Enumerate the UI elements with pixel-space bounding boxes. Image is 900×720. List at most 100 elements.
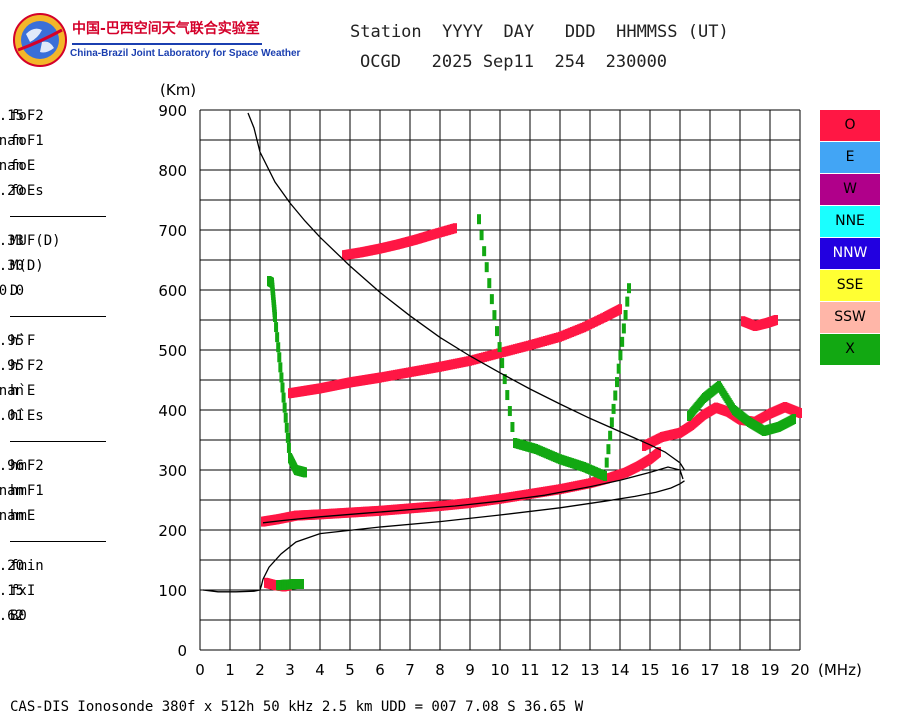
echo-mark-o xyxy=(485,351,490,362)
param-value: 3.20 xyxy=(0,183,24,199)
echo-mark-o xyxy=(410,366,415,377)
echo-mark-o xyxy=(470,355,475,366)
echo-mark-o xyxy=(360,506,365,517)
echo-mark-o xyxy=(478,496,483,507)
x-tick-label: 20 xyxy=(790,661,809,679)
echo-mark-o xyxy=(401,503,406,514)
echo-mark-x xyxy=(510,422,515,433)
echo-mark-x xyxy=(277,352,282,363)
echo-mark-o xyxy=(395,504,400,515)
echo-mark-o xyxy=(416,365,421,376)
echo-mark-o xyxy=(438,501,442,511)
param-value: 2.20 xyxy=(0,558,24,574)
echo-mark-x xyxy=(495,326,499,337)
echo-mark-o xyxy=(410,503,415,514)
echo-mark-o xyxy=(476,353,481,364)
echo-mark-o xyxy=(326,508,331,519)
param-value: nan xyxy=(0,508,24,524)
echo-mark-o xyxy=(318,509,322,520)
echo-mark-o xyxy=(500,347,505,358)
echo-mark-o xyxy=(448,499,453,510)
echo-mark-o xyxy=(508,492,513,503)
x-tick-label: 6 xyxy=(375,661,385,679)
echo-mark-o xyxy=(386,505,391,516)
echo-mark-o xyxy=(515,343,520,354)
echo-mark-x xyxy=(613,390,618,401)
echo-mark-o xyxy=(489,350,494,361)
param-name: hmF2 xyxy=(10,458,44,474)
echo-mark-o xyxy=(540,486,545,497)
x-tick-label: 8 xyxy=(435,661,445,679)
echo-mark-o xyxy=(468,355,472,366)
y-tick-label: 800 xyxy=(158,162,187,180)
echo-mark-o xyxy=(333,508,337,519)
echo-mark-o xyxy=(513,344,517,355)
echo-mark-o xyxy=(423,364,427,375)
echo-mark-o xyxy=(380,372,385,383)
echo-mark-o xyxy=(442,500,447,511)
echo-mark-o xyxy=(390,504,395,515)
echo-mark-o xyxy=(521,490,526,501)
echo-mark-o xyxy=(568,482,573,493)
param-name: foE xyxy=(10,158,36,174)
echo-mark-x xyxy=(484,262,489,273)
echo-mark-x xyxy=(479,230,484,241)
param-value: nan xyxy=(0,158,24,174)
echo-mark-o xyxy=(459,498,464,509)
echo-mark-o xyxy=(500,493,505,504)
ionogram-chart: 0 1 2 3 4 5 6 7 8 9 10 11 12 13 14 15 16 17 18 19 2001002003… xyxy=(158,81,861,679)
echo-mark-o xyxy=(517,342,522,353)
legend-item-x: X xyxy=(820,334,880,365)
x-tick-label: 3 xyxy=(285,661,295,679)
param-name: fmin xyxy=(10,558,44,574)
echo-mark-x xyxy=(303,467,307,478)
logo-divider xyxy=(72,43,262,45)
param-value: 53.33 xyxy=(0,233,24,249)
echo-mark-o xyxy=(343,507,348,518)
echo-mark-o xyxy=(453,223,457,234)
echo-mark-o xyxy=(549,334,554,345)
echo-mark-o xyxy=(564,482,569,493)
echo-mark-o xyxy=(339,508,344,519)
echo-mark-x xyxy=(500,358,505,369)
y-tick-label: 0 xyxy=(177,642,187,660)
param-separator xyxy=(10,216,106,217)
echo-mark-o xyxy=(498,493,502,504)
echo-mark-o xyxy=(480,496,485,507)
echo-mark-o xyxy=(618,304,622,315)
echo-mark-o xyxy=(519,490,524,501)
x-tick-label: 19 xyxy=(760,661,779,679)
echo-mark-o xyxy=(459,357,464,368)
echo-mark-o xyxy=(485,495,490,506)
param-name: foF1 xyxy=(10,133,44,149)
echo-mark-o xyxy=(324,509,329,520)
echo-mark-x xyxy=(606,444,611,455)
echo-mark-o xyxy=(534,338,539,349)
echo-mark-o xyxy=(356,507,361,518)
echo-mark-o xyxy=(521,341,526,352)
param-separator xyxy=(10,541,106,542)
echo-mark-o xyxy=(585,478,590,489)
param-value: 281.96 xyxy=(0,458,24,474)
legend-item-w: W xyxy=(820,174,880,205)
echo-mark-o xyxy=(412,366,417,377)
echo-mark-o xyxy=(433,362,438,373)
echo-mark-o xyxy=(465,356,470,367)
echo-mark-o xyxy=(538,337,543,348)
echo-mark-o xyxy=(431,501,436,512)
echo-mark-x xyxy=(618,350,623,361)
echo-mark-x xyxy=(603,471,607,481)
x-mode-fitted-curve xyxy=(247,112,686,471)
echo-mark-x xyxy=(505,390,510,401)
echo-mark-o xyxy=(405,503,410,514)
echo-mark-o xyxy=(551,485,556,496)
echo-mark-o xyxy=(491,494,496,505)
echo-mark-o xyxy=(502,493,507,504)
param-name: h`F2 xyxy=(10,358,44,374)
echo-mark-o xyxy=(562,483,567,494)
param-name: MUF(D) xyxy=(10,233,61,249)
echo-mark-o xyxy=(405,367,410,378)
y-tick-label: 900 xyxy=(158,102,187,120)
x-tick-label: 18 xyxy=(730,661,749,679)
x-tick-label: 13 xyxy=(580,661,599,679)
